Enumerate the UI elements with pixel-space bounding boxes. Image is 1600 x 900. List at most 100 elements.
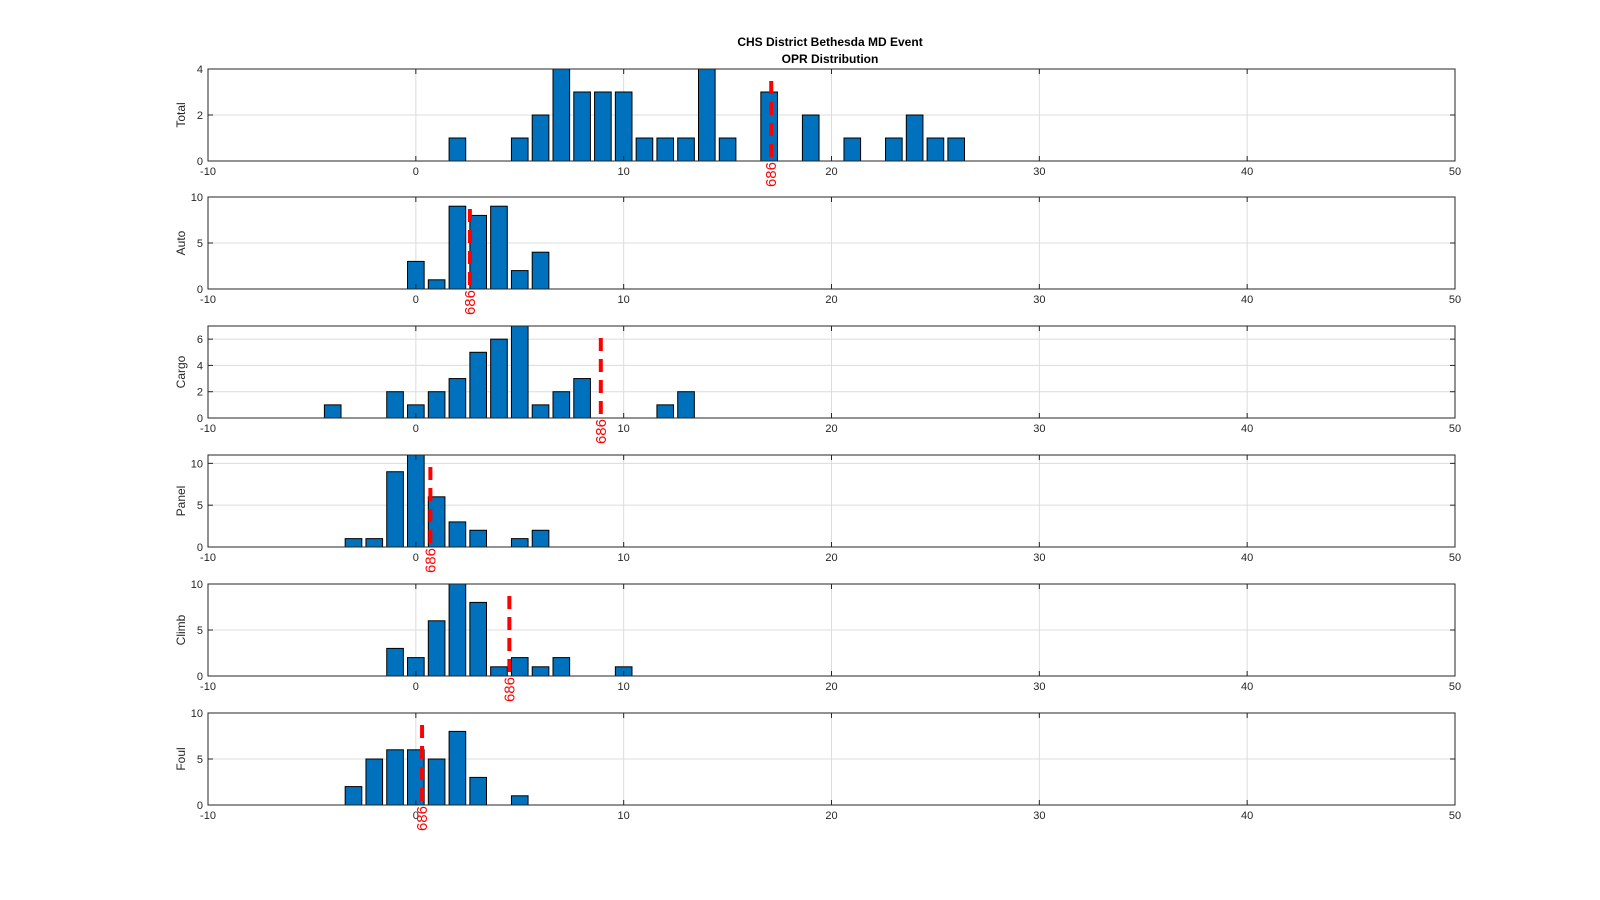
x-tick-label: 40 — [1241, 810, 1253, 822]
histogram-bar — [427, 758, 446, 806]
histogram-bar — [885, 137, 903, 162]
histogram-bar — [323, 404, 342, 419]
y-tick-label: 0 — [197, 156, 203, 168]
histogram-bar — [427, 620, 446, 677]
team-marker-label: 686 — [501, 677, 518, 702]
y-tick-label: 10 — [191, 192, 203, 204]
x-tick-label: 10 — [618, 166, 630, 178]
histogram-bar — [697, 68, 716, 162]
histogram-bar — [490, 666, 508, 677]
histogram-bar — [407, 454, 425, 548]
histogram-bar — [552, 391, 571, 419]
histogram-bar — [510, 270, 529, 290]
histogram-bar — [448, 137, 467, 162]
histogram-bar — [926, 137, 945, 162]
x-tick-label: 50 — [1449, 423, 1461, 435]
x-tick-label: 40 — [1241, 166, 1253, 178]
histogram-bar — [594, 91, 612, 162]
team-marker-label: 686 — [462, 290, 479, 315]
y-tick-label: 0 — [197, 671, 203, 683]
histogram-bar — [469, 214, 487, 290]
team-marker-label: 686 — [422, 548, 439, 573]
y-tick-label: 0 — [197, 800, 203, 812]
histogram-bar — [386, 391, 404, 419]
histogram-bar — [344, 538, 363, 548]
y-tick-label: 4 — [197, 64, 203, 76]
histogram-bar — [469, 351, 487, 419]
histogram-bar — [427, 279, 446, 290]
x-tick-label: 20 — [825, 681, 837, 693]
x-tick-label: 20 — [825, 552, 837, 564]
histogram-bar — [365, 758, 384, 806]
y-axis-label: Foul — [174, 747, 188, 770]
histogram-bar — [448, 521, 467, 548]
y-tick-label: 4 — [197, 360, 203, 372]
histogram-bar — [552, 657, 571, 677]
x-tick-label: 50 — [1449, 294, 1461, 306]
histogram-bar — [718, 137, 737, 162]
chart-title-line-2: OPR Distribution — [782, 52, 879, 66]
y-axis-label: Auto — [174, 230, 188, 255]
y-tick-label: 5 — [197, 500, 203, 512]
histogram-bar — [386, 471, 404, 548]
x-tick-label: 30 — [1033, 681, 1045, 693]
histogram-bar — [635, 137, 654, 162]
y-tick-label: 10 — [191, 708, 203, 720]
histogram-bar — [510, 657, 529, 677]
y-tick-label: 0 — [197, 284, 203, 296]
chart-title-line-1: CHS District Bethesda MD Event — [737, 35, 922, 49]
x-tick-label: 30 — [1033, 423, 1045, 435]
x-tick-label: 10 — [618, 423, 630, 435]
y-axis-label: Cargo — [174, 355, 188, 388]
x-tick-label: 0 — [413, 166, 419, 178]
histogram-bar — [843, 137, 862, 162]
x-tick-label: 20 — [825, 810, 837, 822]
x-tick-label: -10 — [200, 552, 216, 564]
x-tick-label: 20 — [825, 294, 837, 306]
x-tick-label: 0 — [413, 810, 419, 822]
x-tick-label: 50 — [1449, 681, 1461, 693]
x-tick-label: 10 — [618, 552, 630, 564]
x-tick-label: 0 — [413, 423, 419, 435]
histogram-bar — [614, 91, 633, 162]
histogram-bar — [386, 647, 404, 677]
histogram-bar — [656, 404, 675, 419]
x-tick-label: 30 — [1033, 810, 1045, 822]
x-tick-label: -10 — [200, 423, 216, 435]
y-axis-label: Total — [174, 102, 188, 127]
histogram-bar — [448, 205, 467, 290]
x-tick-label: 50 — [1449, 166, 1461, 178]
histogram-bar — [365, 538, 384, 548]
histogram-bar — [656, 137, 675, 162]
x-tick-label: 40 — [1241, 423, 1253, 435]
histogram-bar — [905, 114, 924, 162]
x-tick-label: 50 — [1449, 810, 1461, 822]
x-tick-label: 0 — [413, 294, 419, 306]
x-tick-label: 20 — [825, 423, 837, 435]
y-tick-label: 0 — [197, 413, 203, 425]
histogram-bar — [510, 538, 529, 548]
histogram-bar — [448, 378, 467, 419]
x-tick-label: 0 — [413, 552, 419, 564]
y-tick-label: 5 — [197, 625, 203, 637]
histogram-bar — [490, 205, 508, 290]
histogram-bar — [573, 91, 591, 162]
y-tick-label: 10 — [191, 579, 203, 591]
y-tick-label: 0 — [197, 542, 203, 554]
histogram-bar — [677, 137, 695, 162]
team-marker-label: 686 — [414, 806, 431, 831]
histogram-bar — [510, 795, 529, 806]
histogram-bar — [469, 776, 487, 806]
histogram-bar — [510, 137, 529, 162]
x-tick-label: 0 — [413, 681, 419, 693]
team-marker-label: 686 — [763, 162, 780, 187]
histogram-bar — [531, 114, 550, 162]
y-tick-label: 10 — [191, 458, 203, 470]
x-tick-label: 30 — [1033, 552, 1045, 564]
